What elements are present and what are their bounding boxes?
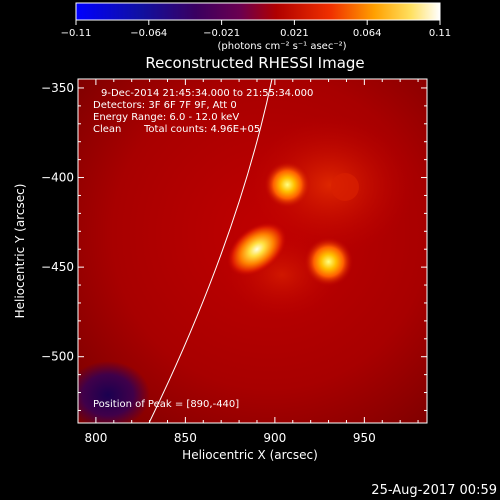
colorbar-tick-5: 0.11	[429, 28, 451, 39]
colorbar-tick-4: 0.064	[353, 28, 382, 39]
solar-limb-curve	[148, 78, 273, 424]
x-tick-label: 800	[84, 431, 107, 445]
annotation-counts: Total counts: 4.96E+05	[143, 124, 260, 135]
colorbar-tick-0: −0.11	[61, 28, 92, 39]
y-tick-label: −400	[41, 171, 74, 185]
x-axis-ticks: 800 850 900 950	[84, 79, 419, 445]
y-tick-label: −450	[41, 260, 74, 274]
footer-timestamp: 25-Aug-2017 00:59	[371, 483, 497, 498]
flare-source-2	[303, 237, 354, 287]
y-axis-ticks: −350 −400 −450 −500	[41, 81, 427, 411]
x-tick-label: 950	[353, 431, 376, 445]
annotation-energy: Energy Range: 6.0 - 12.0 keV	[93, 112, 239, 123]
chart-title: Reconstructed RHESSI Image	[145, 54, 364, 72]
colorbar-tick-2: −0.021	[203, 28, 240, 39]
colorbar-unit-label: (photons cm⁻² s⁻¹ asec⁻²)	[217, 41, 346, 52]
x-axis-label: Heliocentric X (arcsec)	[182, 448, 318, 462]
annotation-time-range: 9-Dec-2014 21:45:34.000 to 21:55:34.000	[101, 88, 313, 99]
flare-source-0	[264, 161, 311, 208]
heatmap-image	[78, 79, 427, 423]
colorbar-ticks	[75, 20, 441, 25]
colorbar-tick-3: 0.021	[280, 28, 309, 39]
flare-source-1	[227, 222, 287, 277]
annotation-clean: Clean	[93, 124, 121, 135]
plot-frame	[77, 78, 428, 424]
y-axis-label: Heliocentric Y (arcsec)	[13, 184, 27, 319]
annotation-peak: Position of Peak = [890,-440]	[93, 399, 239, 410]
colorbar	[75, 2, 441, 21]
x-tick-label: 900	[263, 431, 286, 445]
colorbar-tick-1: −0.064	[130, 28, 167, 39]
y-tick-label: −500	[41, 350, 74, 364]
annotation-detectors: Detectors: 3F 6F 7F 9F, Att 0	[93, 100, 237, 111]
y-tick-label: −350	[41, 81, 74, 95]
x-tick-label: 850	[174, 431, 197, 445]
